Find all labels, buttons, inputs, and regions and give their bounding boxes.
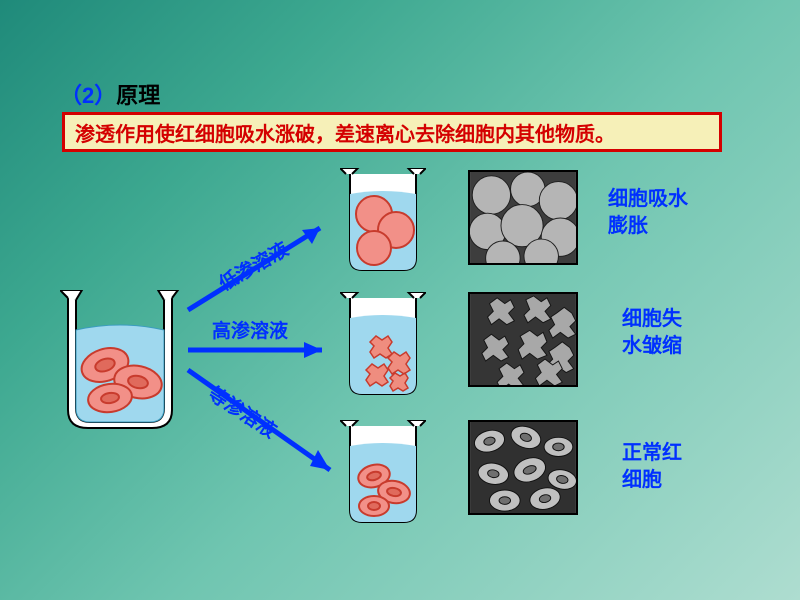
micrograph-hypo xyxy=(468,170,578,265)
micrograph-iso xyxy=(468,420,578,515)
beaker-hypo xyxy=(340,168,426,281)
beaker-iso xyxy=(340,420,426,533)
beaker-source xyxy=(60,290,180,435)
beaker-hyper xyxy=(340,292,426,405)
micrograph-hyper xyxy=(468,292,578,387)
principle-box: 渗透作用使红细胞吸水涨破，差速离心去除细胞内其他物质。 xyxy=(62,112,722,152)
principle-text: 渗透作用使红细胞吸水涨破，差速离心去除细胞内其他物质。 xyxy=(75,118,615,147)
heading-text: 原理 xyxy=(116,83,160,108)
result-hyper: 细胞失水皱缩 xyxy=(622,306,682,360)
result-iso: 正常红细胞 xyxy=(622,440,682,494)
slide-content: （2）原理 渗透作用使红细胞吸水涨破，差速离心去除细胞内其他物质。 xyxy=(0,0,800,600)
result-hypo: 细胞吸水膨胀 xyxy=(608,186,688,240)
arrow-label-hyper: 高渗溶液 xyxy=(212,316,288,343)
section-heading: （2）原理 xyxy=(60,78,160,110)
heading-number: （2） xyxy=(60,83,116,108)
